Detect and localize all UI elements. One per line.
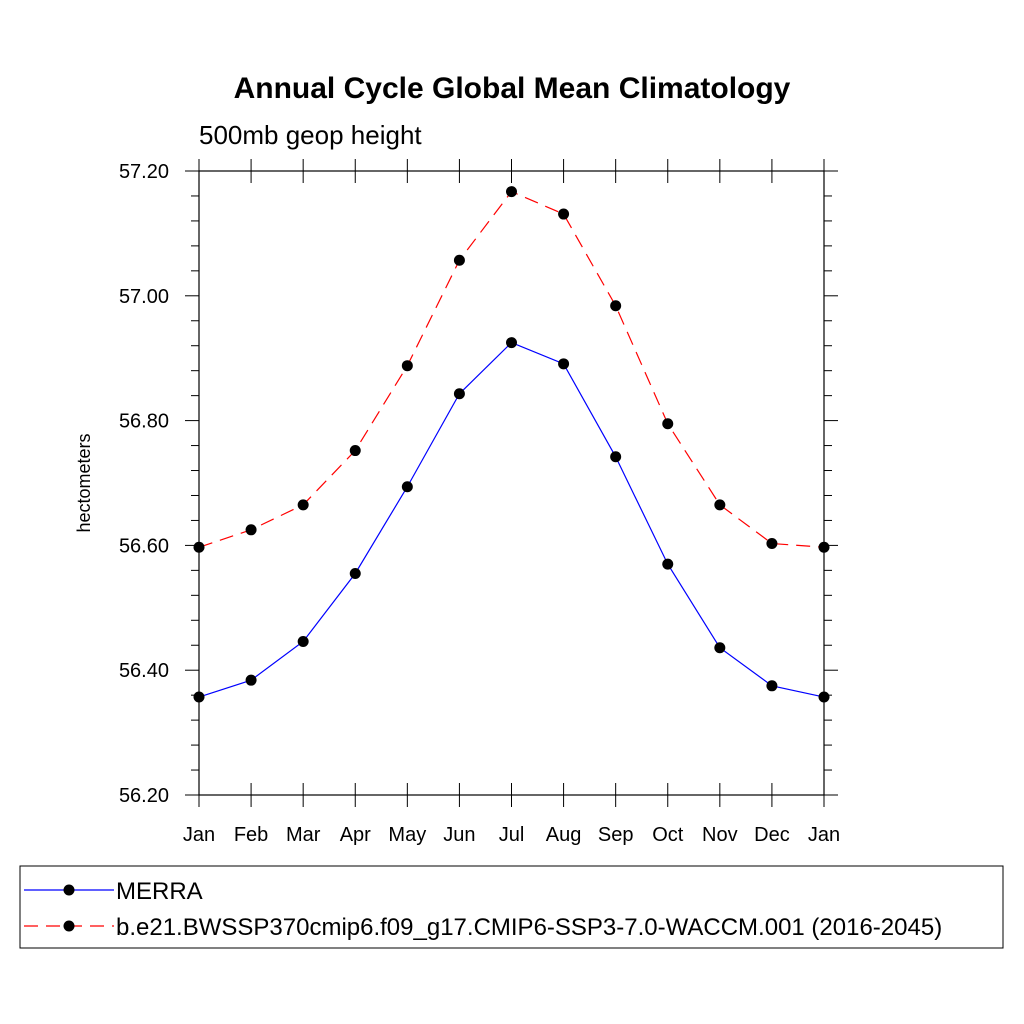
series-point xyxy=(662,558,674,570)
legend-marker-0 xyxy=(63,884,75,896)
series-points xyxy=(193,186,830,703)
x-tick-label: Apr xyxy=(340,824,371,846)
x-tick-label: Mar xyxy=(286,824,321,846)
y-axis-label: hectometers xyxy=(74,433,94,532)
y-tick-label: 56.80 xyxy=(119,411,169,433)
x-tick-label: Feb xyxy=(234,824,268,846)
x-tick-label: Dec xyxy=(754,824,790,846)
series-point xyxy=(349,567,361,579)
series-lines xyxy=(198,190,825,698)
x-tick-label: May xyxy=(388,824,426,846)
series-point xyxy=(714,499,726,511)
x-tick-label: Jul xyxy=(499,824,525,846)
series-line-1 xyxy=(198,190,825,548)
series-point xyxy=(506,186,517,198)
y-tick-label: 56.60 xyxy=(119,535,169,557)
series-point xyxy=(401,481,413,493)
series-point xyxy=(245,524,257,536)
series-point xyxy=(453,388,465,400)
series-point xyxy=(193,691,205,703)
series-point xyxy=(297,499,309,511)
axis-ticks xyxy=(185,159,838,807)
legend-label-1: b.e21.BWSSP370cmip6.f09_g17.CMIP6-SSP3-7… xyxy=(116,914,942,941)
series-line-0 xyxy=(198,341,825,698)
x-tick-label: Jan xyxy=(808,824,840,846)
y-tick-label: 57.00 xyxy=(119,286,169,308)
series-point xyxy=(662,418,674,430)
tick-labels: Jan Feb Mar Apr May Jun Jul Aug Sep Oct Nov Dec Jan 5… xyxy=(119,161,840,846)
x-tick-label: Jan xyxy=(183,824,215,846)
series-point xyxy=(506,337,517,349)
x-tick-label: Jun xyxy=(443,824,475,846)
legend: MERRA b.e21.BWSSP370cmip6.f09_g17.CMIP6-S… xyxy=(24,878,942,941)
series-point xyxy=(558,358,570,370)
series-point xyxy=(766,680,778,692)
series-point xyxy=(610,451,622,463)
x-tick-label: Nov xyxy=(702,824,738,846)
plot-frame xyxy=(198,170,825,796)
x-tick-label: Aug xyxy=(546,824,582,846)
series-point xyxy=(401,360,413,372)
y-tick-label: 56.40 xyxy=(119,660,169,682)
series-point xyxy=(193,541,205,553)
x-tick-label: Sep xyxy=(598,824,634,846)
series-point xyxy=(610,300,622,312)
series-point xyxy=(818,691,830,703)
x-tick-label: Oct xyxy=(652,824,684,846)
y-tick-label: 56.20 xyxy=(119,785,169,807)
series-point xyxy=(818,541,830,553)
series-point xyxy=(349,445,361,457)
legend-marker-1 xyxy=(63,920,75,932)
series-point xyxy=(297,635,309,647)
y-tick-label: 57.20 xyxy=(119,161,169,183)
series-point xyxy=(714,642,726,654)
series-point xyxy=(558,208,570,220)
chart-title: Annual Cycle Global Mean Climatology xyxy=(234,72,791,105)
legend-label-0: MERRA xyxy=(116,878,203,905)
series-point xyxy=(766,538,778,550)
chart-subtitle: 500mb geop height xyxy=(199,120,422,150)
series-point xyxy=(453,254,465,266)
legend-box xyxy=(19,865,1004,949)
series-point xyxy=(245,674,257,686)
